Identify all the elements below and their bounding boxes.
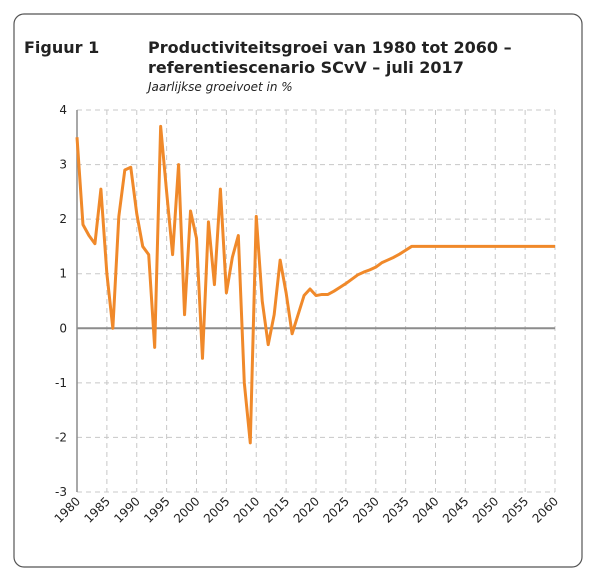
chart-subtitle: Jaarlijkse groeivoet in % bbox=[146, 80, 293, 94]
y-tick-label: 3 bbox=[59, 158, 67, 172]
chart-title: Productiviteitsgroei van 1980 tot 2060 – bbox=[148, 38, 512, 57]
data-line bbox=[75, 124, 555, 445]
chart-title: referentiescenario SCvV – juli 2017 bbox=[148, 58, 464, 77]
frame bbox=[13, 13, 583, 568]
y-tick-label: 1 bbox=[59, 267, 67, 281]
y-tick-label: 2 bbox=[59, 212, 67, 226]
y-tick-label: 0 bbox=[59, 321, 67, 335]
y-tick-label: 4 bbox=[59, 103, 67, 117]
y-tick-label: -3 bbox=[55, 485, 67, 499]
y-tick-label: -1 bbox=[55, 376, 67, 390]
y-tick-label: -2 bbox=[55, 430, 67, 444]
figure-label: Figuur 1 bbox=[24, 38, 99, 57]
